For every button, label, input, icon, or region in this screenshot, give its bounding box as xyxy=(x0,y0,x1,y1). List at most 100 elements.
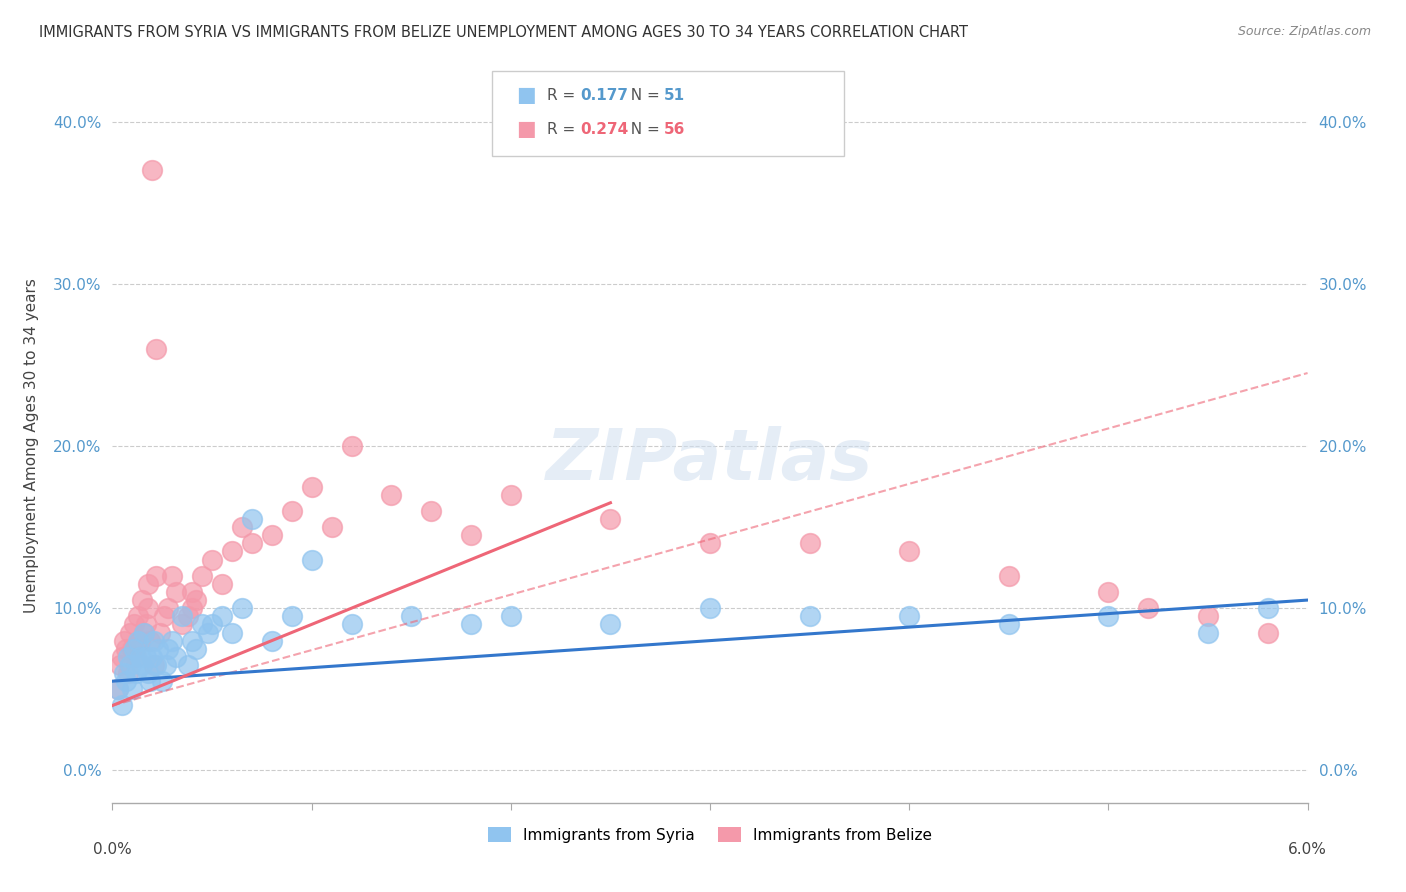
Point xyxy=(165,585,187,599)
Point xyxy=(420,504,443,518)
Text: 6.0%: 6.0% xyxy=(1288,842,1327,856)
Text: Source: ZipAtlas.com: Source: ZipAtlas.com xyxy=(1237,25,1371,38)
Point xyxy=(143,633,166,648)
Point xyxy=(114,666,135,681)
Point xyxy=(699,601,721,615)
Text: ZIPatlas: ZIPatlas xyxy=(547,425,873,495)
Point xyxy=(148,641,170,656)
Point xyxy=(150,674,173,689)
Point xyxy=(260,528,283,542)
Point xyxy=(301,552,323,566)
Point xyxy=(120,625,142,640)
Point xyxy=(221,544,243,558)
Point xyxy=(124,617,146,632)
Point xyxy=(460,528,482,542)
Point xyxy=(186,641,208,656)
Point xyxy=(141,649,163,664)
Point xyxy=(110,657,132,672)
Point xyxy=(165,649,187,664)
Point xyxy=(145,657,167,672)
Point xyxy=(111,649,134,664)
Point xyxy=(211,609,233,624)
Point xyxy=(499,488,522,502)
Point xyxy=(998,617,1021,632)
Point xyxy=(135,649,157,664)
Point xyxy=(145,568,167,582)
Point xyxy=(998,568,1021,582)
Point xyxy=(240,536,263,550)
Point xyxy=(281,609,304,624)
Point xyxy=(1097,585,1119,599)
Point xyxy=(599,617,621,632)
Text: ■: ■ xyxy=(516,86,536,105)
Point xyxy=(1257,601,1279,615)
Point xyxy=(380,488,402,502)
Point xyxy=(107,682,129,697)
Point xyxy=(117,666,139,681)
Point xyxy=(177,609,200,624)
Point xyxy=(799,609,821,624)
Point xyxy=(157,601,180,615)
Point xyxy=(181,601,204,615)
Point xyxy=(149,625,172,640)
Point xyxy=(139,633,162,648)
Point xyxy=(191,568,214,582)
Point xyxy=(162,633,183,648)
Point xyxy=(125,666,148,681)
Point xyxy=(115,641,138,656)
Y-axis label: Unemployment Among Ages 30 to 34 years: Unemployment Among Ages 30 to 34 years xyxy=(24,278,39,614)
Point xyxy=(340,439,363,453)
Text: 0.177: 0.177 xyxy=(581,88,628,103)
Point xyxy=(321,520,343,534)
Point xyxy=(260,633,283,648)
Point xyxy=(139,674,162,689)
Text: 51: 51 xyxy=(664,88,685,103)
Point xyxy=(172,609,194,624)
Point xyxy=(121,682,143,697)
Point xyxy=(1197,625,1219,640)
Point xyxy=(129,633,152,648)
Text: 0.274: 0.274 xyxy=(581,122,628,136)
Point xyxy=(135,617,157,632)
Point xyxy=(1137,601,1160,615)
Point xyxy=(131,657,153,672)
Point xyxy=(138,577,160,591)
Point xyxy=(499,609,522,624)
Point xyxy=(141,163,163,178)
Text: N =: N = xyxy=(621,122,665,136)
Point xyxy=(107,682,129,697)
Point xyxy=(121,641,143,656)
Point xyxy=(145,342,167,356)
Point xyxy=(301,479,323,493)
Point xyxy=(177,657,200,672)
Point xyxy=(699,536,721,550)
Point xyxy=(138,601,160,615)
Point xyxy=(1197,609,1219,624)
Point xyxy=(197,625,219,640)
Text: 56: 56 xyxy=(664,122,685,136)
Point xyxy=(201,552,224,566)
Point xyxy=(231,601,253,615)
Point xyxy=(125,649,148,664)
Point xyxy=(221,625,243,640)
Point xyxy=(143,657,166,672)
Point xyxy=(240,512,263,526)
Text: R =: R = xyxy=(547,88,581,103)
Point xyxy=(172,617,194,632)
Point xyxy=(162,568,183,582)
Text: ■: ■ xyxy=(516,120,536,139)
Point xyxy=(138,666,160,681)
Point xyxy=(131,593,153,607)
Point xyxy=(115,674,138,689)
Point xyxy=(898,609,921,624)
Text: IMMIGRANTS FROM SYRIA VS IMMIGRANTS FROM BELIZE UNEMPLOYMENT AMONG AGES 30 TO 34: IMMIGRANTS FROM SYRIA VS IMMIGRANTS FROM… xyxy=(39,25,969,40)
Point xyxy=(124,641,146,656)
Point xyxy=(460,617,482,632)
Point xyxy=(191,617,214,632)
Point xyxy=(129,649,152,664)
Text: 0.0%: 0.0% xyxy=(93,842,132,856)
Point xyxy=(186,593,208,607)
Point xyxy=(114,633,135,648)
Point xyxy=(799,536,821,550)
Point xyxy=(134,625,156,640)
